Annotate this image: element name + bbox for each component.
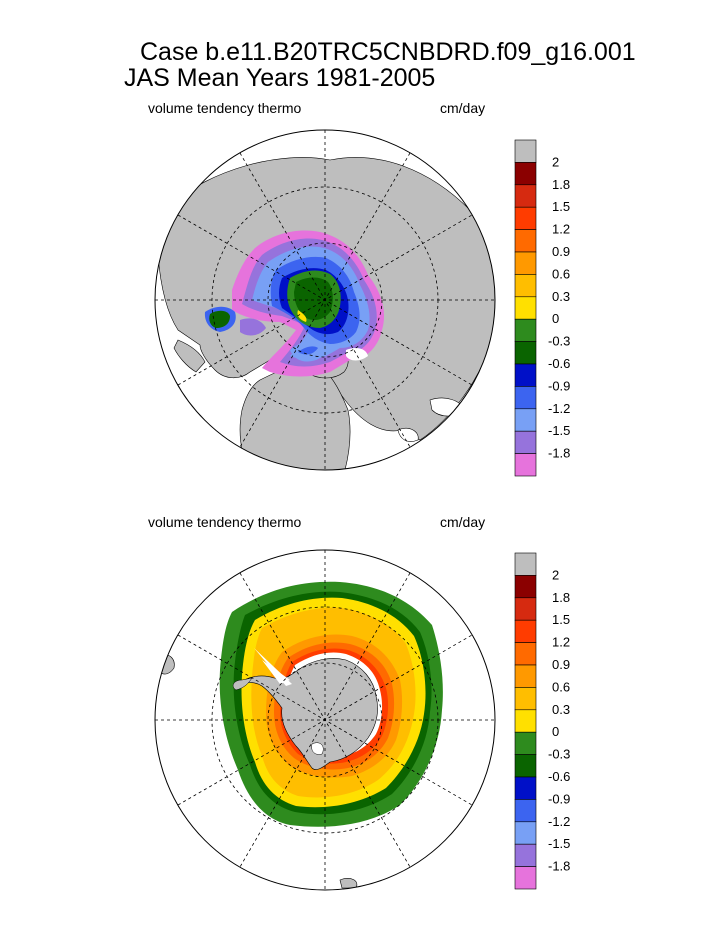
arctic-map bbox=[155, 130, 495, 470]
colorbar-swatch bbox=[514, 453, 537, 477]
colorbar-swatch bbox=[514, 386, 537, 410]
colorbar-bottom: 2 1.8 1.5 1.2 0.9 0.6 0.3 0 -0.3 -0.6 -0.9 -1.2 -1.5… bbox=[514, 552, 570, 890]
colorbar-swatch bbox=[514, 162, 537, 186]
colorbar-swatch bbox=[514, 229, 537, 253]
colorbar-swatch bbox=[514, 430, 537, 454]
colorbar-label: 2 bbox=[552, 154, 559, 169]
colorbar-swatch bbox=[514, 318, 537, 342]
figure-subtitle: JAS Mean Years 1981-2005 bbox=[124, 64, 436, 92]
colorbar-label: 1.2 bbox=[552, 635, 570, 650]
colorbar-label: -1.8 bbox=[548, 859, 570, 874]
colorbar-label: -1.8 bbox=[548, 446, 570, 461]
colorbar-label: -0.3 bbox=[548, 334, 570, 349]
colorbar-swatch bbox=[514, 799, 537, 823]
colorbar-swatch bbox=[514, 341, 537, 365]
panel1-units-label: cm/day bbox=[440, 100, 486, 116]
colorbar-label: -0.9 bbox=[548, 791, 570, 806]
colorbar-label: -0.6 bbox=[548, 356, 570, 371]
colorbar-swatch bbox=[514, 687, 537, 711]
colorbar-swatch bbox=[514, 866, 537, 890]
colorbar-label: 1.2 bbox=[552, 222, 570, 237]
panel2-variable-label: volume tendency thermo bbox=[148, 514, 302, 530]
colorbar-label: 1.8 bbox=[552, 177, 570, 192]
colorbar-label: 1.5 bbox=[552, 612, 570, 627]
colorbar-swatch bbox=[514, 776, 537, 800]
colorbar-swatch bbox=[514, 821, 537, 845]
colorbar-label: 0.9 bbox=[552, 244, 570, 259]
colorbar-swatch bbox=[514, 754, 537, 778]
colorbar-label: -1.5 bbox=[548, 423, 570, 438]
colorbar-label: -1.2 bbox=[548, 401, 570, 416]
colorbar-label: 0.3 bbox=[552, 702, 570, 717]
colorbar-swatch bbox=[514, 731, 537, 755]
colorbar-swatch bbox=[514, 575, 537, 599]
colorbar-swatch bbox=[514, 139, 537, 163]
antarctic-map bbox=[155, 550, 495, 890]
colorbar-label: 0.6 bbox=[552, 266, 570, 281]
figure-title: Case b.e11.B20TRC5CNBDRD.f09_g16.001 bbox=[140, 38, 636, 66]
panel2-units-label: cm/day bbox=[440, 514, 486, 530]
colorbar-label: -0.3 bbox=[548, 747, 570, 762]
colorbar-label: -0.6 bbox=[548, 769, 570, 784]
colorbar-top: 2 1.8 1.5 1.2 0.9 0.6 0.3 0 -0.3 -0.6 -0.9 -1.2 -1.5… bbox=[514, 139, 570, 477]
colorbar-swatch bbox=[514, 843, 537, 867]
colorbar-label: -1.5 bbox=[548, 836, 570, 851]
colorbar-swatch bbox=[514, 206, 537, 230]
panel1-variable-label: volume tendency thermo bbox=[148, 100, 302, 116]
colorbar-swatch bbox=[514, 274, 537, 298]
colorbar-label: 1.8 bbox=[552, 590, 570, 605]
colorbar-swatch bbox=[514, 363, 537, 387]
colorbar-label: 1.5 bbox=[552, 199, 570, 214]
colorbar-swatch bbox=[514, 184, 537, 208]
colorbar-label: 0 bbox=[552, 311, 559, 326]
colorbar-swatch bbox=[514, 619, 537, 643]
colorbar-swatch bbox=[514, 709, 537, 733]
colorbar-swatch bbox=[514, 408, 537, 432]
colorbar-label: -1.2 bbox=[548, 814, 570, 829]
colorbar-label: -0.9 bbox=[548, 378, 570, 393]
colorbar-label: 0.9 bbox=[552, 657, 570, 672]
colorbar-label: 0.6 bbox=[552, 679, 570, 694]
colorbar-swatch bbox=[514, 552, 537, 576]
colorbar-swatch bbox=[514, 251, 537, 275]
colorbar-swatch bbox=[514, 597, 537, 621]
colorbar-label: 0 bbox=[552, 724, 559, 739]
colorbar-swatch bbox=[514, 642, 537, 666]
colorbar-swatch bbox=[514, 296, 537, 320]
colorbar-label: 2 bbox=[552, 567, 559, 582]
colorbar-label: 0.3 bbox=[552, 289, 570, 304]
colorbar-swatch bbox=[514, 664, 537, 688]
